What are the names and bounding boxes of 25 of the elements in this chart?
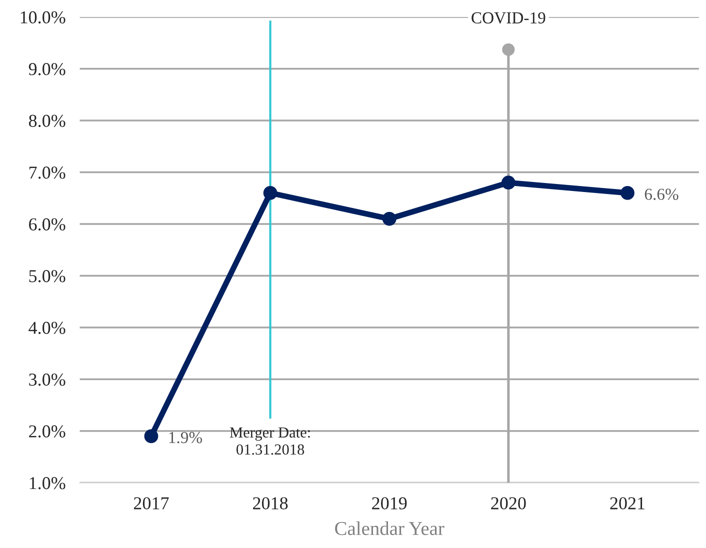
y-tick-label: 6.0% [29, 218, 66, 231]
x-tick-label: 2020 [491, 497, 526, 510]
y-tick-label: 2.0% [29, 425, 66, 438]
x-tick-label: 2017 [134, 497, 169, 510]
y-tick-label: 7.0% [29, 166, 66, 179]
y-tick-label: 4.0% [28, 322, 66, 334]
y-tick-label: 3.0% [29, 374, 66, 386]
data-label: 6.6% [644, 188, 678, 200]
y-tick-label: 8.0% [28, 114, 66, 128]
point [144, 429, 158, 444]
y-tick-label: 9.0% [28, 63, 66, 76]
data-label: 1.9% [169, 432, 202, 444]
y-tick-label: 1.0% [30, 477, 66, 490]
y-tick-label: 5.0% [29, 270, 66, 282]
point [382, 212, 396, 226]
x-tick-label: 2021 [610, 497, 644, 510]
x-tick-label: 2018 [253, 497, 288, 510]
ref-line-label: COVID-19 [472, 12, 546, 24]
ref-line-label: Merger Date: 01.31.2018 [230, 427, 310, 455]
x-axis-title: Calendar Year [335, 521, 444, 536]
point [620, 186, 634, 200]
y-tick-label: 10.0% [20, 11, 66, 24]
point [263, 186, 278, 200]
x-tick-label: 2019 [372, 497, 407, 510]
point [501, 176, 516, 190]
